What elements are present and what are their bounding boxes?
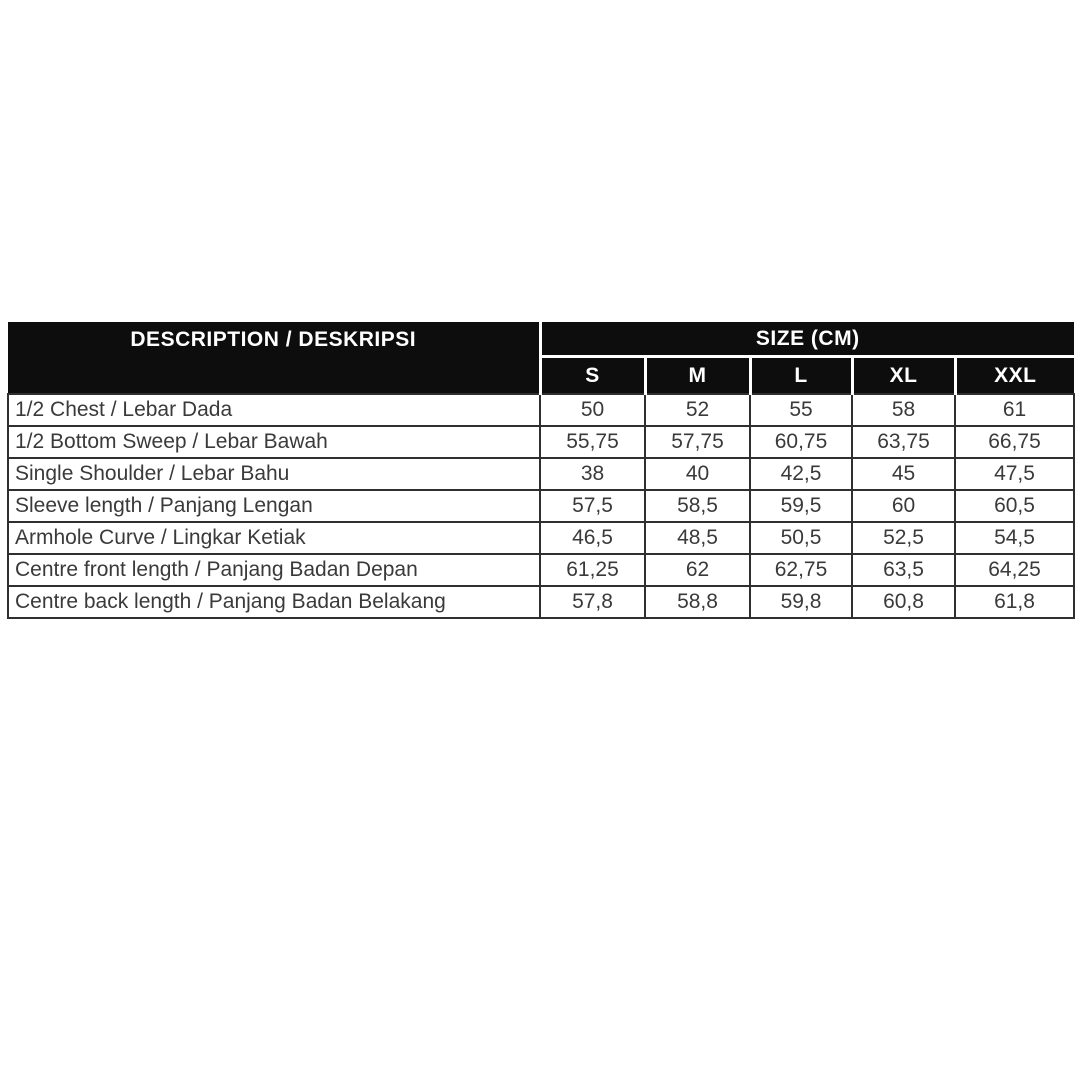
size-value-cell: 42,5 [749, 457, 853, 491]
header-row-columns: S M L XL XXL [8, 356, 1074, 394]
size-value-cell: 45 [851, 457, 956, 491]
size-column-xl: XL [850, 356, 955, 394]
size-value-cell: 61,8 [954, 585, 1075, 619]
size-value-cell: 66,75 [954, 425, 1075, 459]
size-cm-header: SIZE (CM) [538, 322, 1074, 359]
measurement-label: 1/2 Chest / Lebar Dada [7, 393, 541, 427]
size-column-s: S [538, 356, 645, 394]
table-row: Sleeve length / Panjang Lengan 57,5 58,5… [7, 489, 1075, 523]
size-value-cell: 60,75 [749, 425, 853, 459]
size-value-cell: 63,5 [851, 553, 956, 587]
size-value-cell: 46,5 [539, 521, 646, 555]
size-value-cell: 54,5 [954, 521, 1075, 555]
measurement-label: Centre back length / Panjang Badan Belak… [7, 585, 541, 619]
size-column-l: L [748, 356, 852, 394]
size-value-cell: 60 [851, 489, 956, 523]
table-row: 1/2 Chest / Lebar Dada 50 52 55 58 61 [7, 393, 1075, 427]
size-value-cell: 63,75 [851, 425, 956, 459]
size-value-cell: 60,8 [851, 585, 956, 619]
size-value-cell: 47,5 [954, 457, 1075, 491]
measurement-label: 1/2 Bottom Sweep / Lebar Bawah [7, 425, 541, 459]
measurement-label: Centre front length / Panjang Badan Depa… [7, 553, 541, 587]
size-value-cell: 59,5 [749, 489, 853, 523]
size-value-cell: 57,5 [539, 489, 646, 523]
size-value-cell: 59,8 [749, 585, 853, 619]
size-value-cell: 55 [749, 393, 853, 427]
table-row: Single Shoulder / Lebar Bahu 38 40 42,5 … [7, 457, 1075, 491]
size-value-cell: 50,5 [749, 521, 853, 555]
size-value-cell: 40 [644, 457, 751, 491]
header-row-size: DESCRIPTION / DESKRIPSI SIZE (CM) [8, 322, 1074, 394]
size-value-cell: 60,5 [954, 489, 1075, 523]
size-value-cell: 58 [851, 393, 956, 427]
size-value-cell: 38 [539, 457, 646, 491]
size-value-cell: 64,25 [954, 553, 1075, 587]
size-value-cell: 62 [644, 553, 751, 587]
size-value-cell: 57,8 [539, 585, 646, 619]
size-value-cell: 52 [644, 393, 751, 427]
size-value-cell: 48,5 [644, 521, 751, 555]
size-value-cell: 61 [954, 393, 1075, 427]
size-chart-table: DESCRIPTION / DESKRIPSI SIZE (CM) S M L … [7, 322, 1075, 619]
measurement-label: Sleeve length / Panjang Lengan [7, 489, 541, 523]
size-column-m: M [643, 356, 750, 394]
size-value-cell: 61,25 [539, 553, 646, 587]
size-value-cell: 57,75 [644, 425, 751, 459]
table-row: Centre back length / Panjang Badan Belak… [7, 585, 1075, 619]
measurement-label: Single Shoulder / Lebar Bahu [7, 457, 541, 491]
description-header: DESCRIPTION / DESKRIPSI [8, 322, 542, 394]
size-value-cell: 62,75 [749, 553, 853, 587]
table-row: Armhole Curve / Lingkar Ketiak 46,5 48,5… [7, 521, 1075, 555]
table-row: 1/2 Bottom Sweep / Lebar Bawah 55,75 57,… [7, 425, 1075, 459]
size-value-cell: 58,5 [644, 489, 751, 523]
size-value-cell: 52,5 [851, 521, 956, 555]
size-value-cell: 58,8 [644, 585, 751, 619]
size-value-cell: 50 [539, 393, 646, 427]
size-column-xxl: XXL [953, 356, 1074, 394]
measurement-label: Armhole Curve / Lingkar Ketiak [7, 521, 541, 555]
table-row: Centre front length / Panjang Badan Depa… [7, 553, 1075, 587]
size-value-cell: 55,75 [539, 425, 646, 459]
